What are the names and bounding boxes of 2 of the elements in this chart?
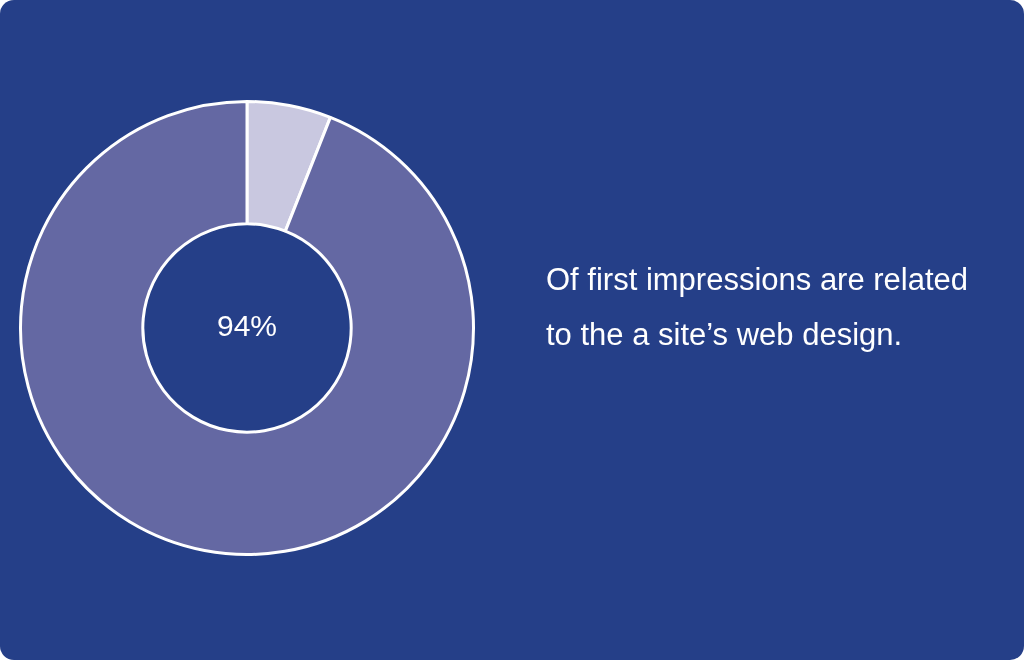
text: Of first impressions are related to the a site’s web design. bbox=[546, 261, 970, 354]
data-label: 94% bbox=[216, 309, 278, 343]
